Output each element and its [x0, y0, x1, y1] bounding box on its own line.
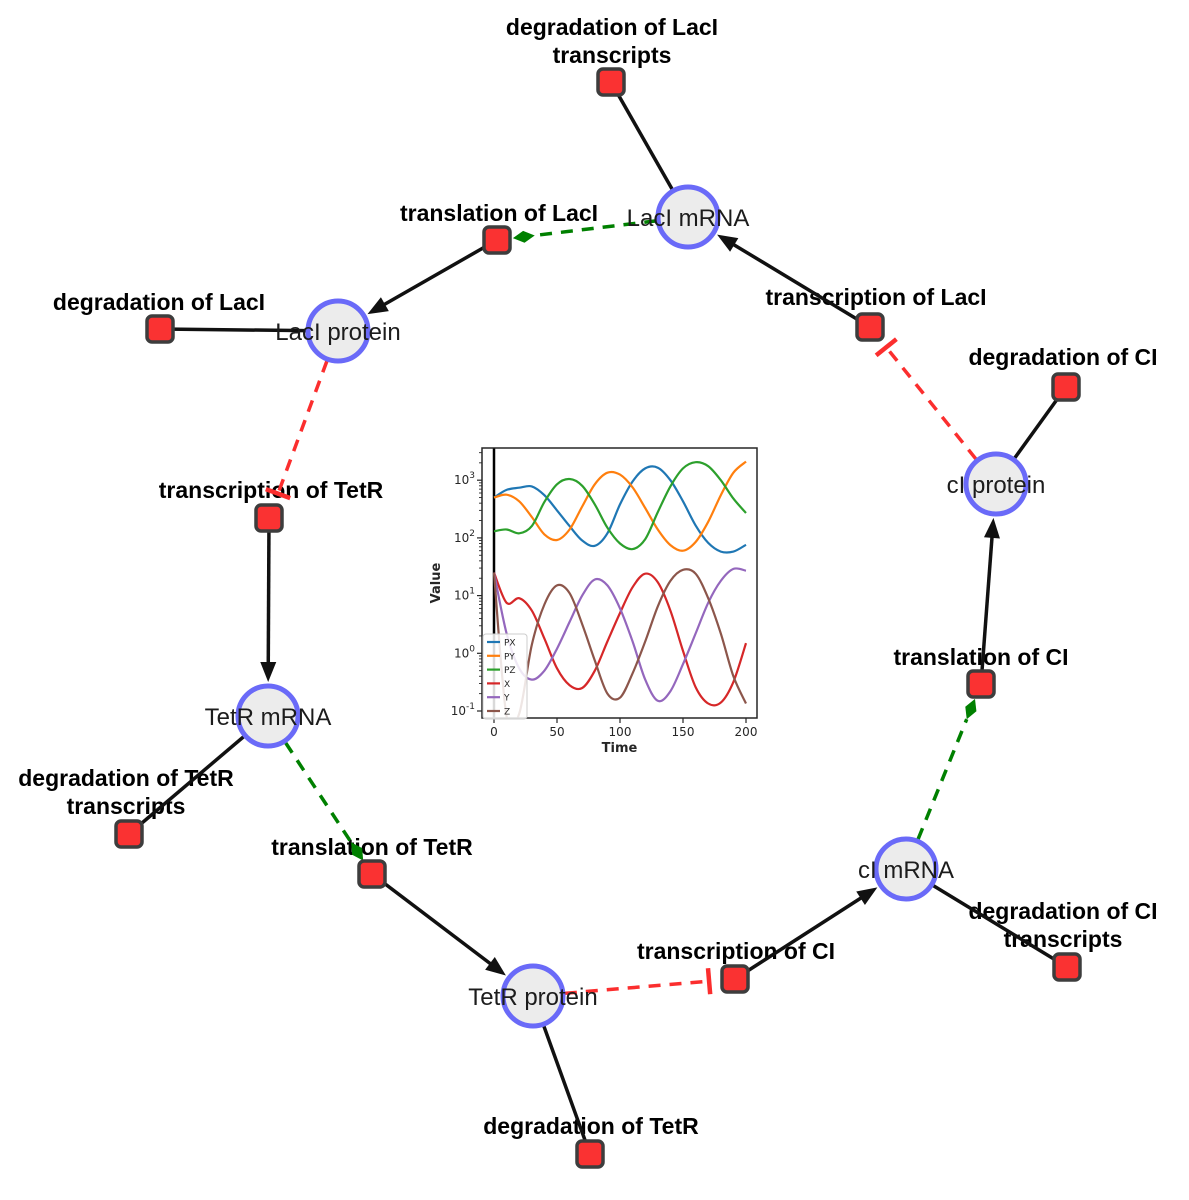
species-label-tetr-mrna: TetR mRNA — [205, 704, 332, 731]
dynamics-inset-chart: 0 50 100 150 20010310210110010-1TimeValuePXP… — [429, 447, 758, 756]
edge-transcription-ci-to-ci-mrna-arrowhead — [856, 887, 878, 905]
y-tick-label: 103 — [454, 471, 475, 487]
legend-label-X: X — [504, 680, 510, 690]
node-layer — [114, 67, 1082, 1169]
species-label-tetr-protein: TetR protein — [468, 984, 597, 1011]
reaction-label-transcription-ci: transcription of CI — [637, 938, 835, 964]
legend-label-PZ: PZ — [504, 666, 516, 676]
reaction-node-deg-laci-transcripts[interactable] — [596, 67, 626, 97]
x-tick-label: 150 — [672, 725, 695, 739]
edge-transcription-laci-to-laci-mrna-arrowhead — [717, 234, 739, 252]
reaction-node-transcription-tetr[interactable] — [254, 503, 284, 533]
y-tick-label: 10-1 — [451, 702, 475, 718]
reaction-node-translation-laci[interactable] — [482, 225, 512, 255]
edge-laci-protein-to-transcription-tetr-tbar — [265, 486, 291, 501]
edge-tetr-protein-to-transcription-ci-tbar — [705, 968, 713, 995]
reaction-label-transcription-laci: transcription of LacI — [765, 284, 986, 310]
edge-layer — [127, 81, 1068, 1155]
edge-tetr-mrna-to-translation-tetr-diamond — [351, 842, 364, 861]
edge-ci-protein-to-transcription-laci — [884, 346, 978, 461]
edge-transcription-ci-to-ci-mrna — [734, 893, 867, 981]
edge-transcription-tetr-to-tetr-mrna-arrowhead — [260, 661, 277, 683]
y-tick-label: 100 — [454, 644, 475, 660]
x-tick-label: 50 — [549, 725, 564, 739]
x-axis-label: Time — [602, 741, 638, 756]
species-label-laci-mrna: LacI mRNA — [627, 205, 750, 232]
species-label-ci-protein: cI protein — [947, 472, 1046, 499]
series-line-Z — [492, 568, 748, 718]
chart-legend: PX PY PZ XYZ — [482, 633, 528, 720]
species-labels: LacI mRNA LacI protein TetR mRNA TetR prote… — [205, 205, 1046, 1011]
edge-ci-protein-to-transcription-laci-tbar — [874, 337, 898, 358]
species-node-laci-mrna[interactable] — [655, 184, 721, 250]
y-axis-label: Value — [429, 562, 444, 603]
edge-translation-laci-to-laci-protein — [378, 238, 498, 309]
x-tick-label: 200 — [735, 725, 758, 739]
species-node-tetr-mrna[interactable] — [235, 683, 301, 749]
series-line-Y — [492, 567, 747, 703]
edge-translation-tetr-to-tetr-protein-arrowhead — [485, 957, 506, 976]
species-label-ci-mrna: cI mRNA — [858, 857, 954, 884]
reaction-label-translation-laci: translation of LacI — [400, 200, 598, 226]
x-tick-label: 100 — [609, 725, 632, 739]
y-tick-label: 101 — [454, 587, 475, 603]
species-node-laci-protein[interactable] — [305, 298, 371, 364]
reaction-node-deg-tetr-transcripts[interactable] — [114, 819, 144, 849]
edge-translation-laci-to-laci-protein-arrowhead — [367, 297, 389, 315]
edge-transcription-laci-to-laci-mrna — [728, 240, 871, 329]
reaction-node-deg-ci-transcripts[interactable] — [1052, 952, 1082, 982]
reaction-label-deg-tetr: degradation of TetR — [483, 1113, 699, 1139]
reaction-node-translation-ci[interactable] — [966, 669, 996, 699]
edge-laci-mrna-to-translation-laci-diamond — [512, 230, 535, 243]
species-node-tetr-protein[interactable] — [500, 963, 566, 1029]
reaction-label-deg-laci-transcripts: transcripts — [553, 42, 672, 68]
reaction-node-deg-laci[interactable] — [145, 314, 175, 344]
reaction-label-deg-ci-transcripts: degradation of CI — [968, 898, 1157, 924]
species-label-laci-protein: LacI protein — [275, 319, 400, 346]
y-tick-label: 102 — [454, 529, 475, 545]
species-node-ci-mrna[interactable] — [873, 836, 939, 902]
legend-label-Z: Z — [504, 708, 510, 718]
legend-label-PX: PX — [504, 639, 516, 649]
reaction-label-translation-tetr: translation of TetR — [271, 834, 473, 860]
reaction-label-deg-laci: degradation of LacI — [53, 289, 265, 315]
edge-tetr-mrna-to-translation-tetr — [284, 741, 353, 844]
reaction-label-deg-tetr-transcripts: transcripts — [67, 793, 186, 819]
edge-translation-ci-to-ci-protein — [979, 531, 995, 685]
reaction-labels: degradation of LacItranscriptstranslatio… — [18, 14, 1157, 1139]
reaction-node-translation-tetr[interactable] — [357, 859, 387, 889]
reaction-node-transcription-laci[interactable] — [855, 312, 885, 342]
reaction-node-transcription-ci[interactable] — [720, 964, 750, 994]
reaction-node-deg-tetr[interactable] — [575, 1139, 605, 1169]
series-line-PX — [493, 465, 747, 554]
edge-ci-mrna-to-translation-ci-diamond — [965, 698, 977, 720]
edge-translation-tetr-to-tetr-protein — [370, 872, 496, 969]
reaction-label-deg-ci: degradation of CI — [968, 344, 1157, 370]
x-tick-label: 0 — [490, 725, 498, 739]
legend-label-Y: Y — [503, 694, 510, 704]
series-line-X — [492, 572, 748, 707]
edge-laci-protein-to-transcription-tetr — [276, 360, 329, 495]
series-line-PZ — [493, 461, 747, 551]
reaction-label-deg-laci-transcripts: degradation of LacI — [506, 14, 718, 40]
reaction-label-deg-tetr-transcripts: degradation of TetR — [18, 765, 234, 791]
edge-ci-mrna-to-translation-ci — [916, 718, 969, 841]
edge-transcription-tetr-to-tetr-mrna — [266, 517, 271, 669]
edge-translation-ci-to-ci-protein-arrowhead — [983, 517, 1000, 539]
reaction-node-deg-ci[interactable] — [1051, 372, 1081, 402]
edge-tetr-protein-to-transcription-ci — [564, 979, 710, 996]
legend-label-PY: PY — [504, 652, 515, 662]
species-node-ci-protein[interactable] — [963, 451, 1029, 517]
